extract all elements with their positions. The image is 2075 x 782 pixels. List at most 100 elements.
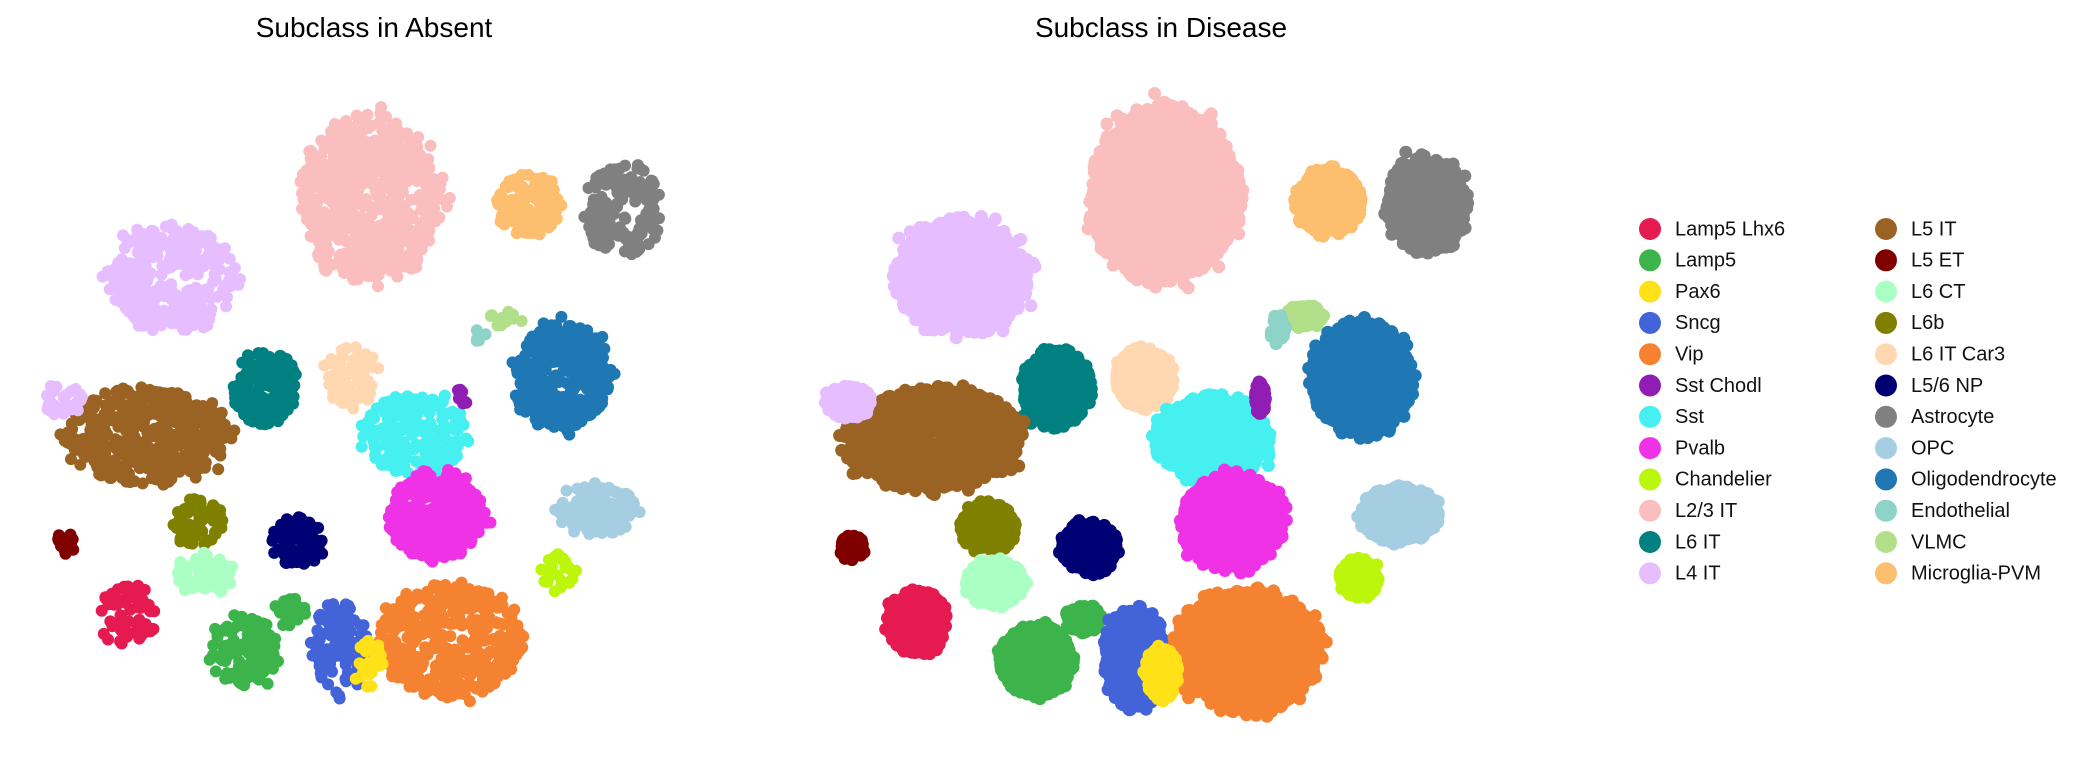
- point: [623, 490, 635, 502]
- scatter-panel-disease: [819, 87, 1474, 723]
- point: [334, 217, 346, 229]
- point: [417, 657, 429, 669]
- point: [368, 412, 380, 424]
- point: [253, 674, 265, 686]
- point: [349, 153, 361, 165]
- point: [220, 300, 232, 312]
- point: [388, 648, 400, 660]
- point: [350, 673, 362, 685]
- point: [383, 427, 395, 439]
- point: [234, 643, 246, 655]
- point: [428, 625, 440, 637]
- point: [86, 418, 98, 430]
- point: [120, 425, 132, 437]
- point: [268, 526, 280, 538]
- point: [282, 404, 294, 416]
- point: [605, 163, 617, 175]
- point: [210, 665, 222, 677]
- point: [212, 631, 224, 643]
- point: [589, 526, 601, 538]
- point: [423, 407, 435, 419]
- point: [354, 657, 366, 669]
- point: [456, 477, 468, 489]
- point: [620, 521, 632, 533]
- point: [574, 508, 586, 520]
- point: [545, 331, 557, 343]
- point: [316, 535, 328, 547]
- point: [116, 276, 128, 288]
- point: [196, 444, 208, 456]
- point: [499, 644, 511, 656]
- cluster-sst-chodl: [452, 384, 472, 410]
- point: [120, 261, 132, 273]
- point: [365, 680, 377, 692]
- point: [113, 294, 125, 306]
- point: [442, 408, 454, 420]
- point: [602, 500, 614, 512]
- point: [405, 598, 417, 610]
- point: [288, 549, 300, 561]
- point: [334, 251, 346, 263]
- point: [272, 415, 284, 427]
- point: [498, 219, 510, 231]
- point: [244, 360, 256, 372]
- point: [444, 630, 456, 642]
- point: [512, 367, 524, 379]
- point: [546, 175, 558, 187]
- point: [166, 317, 178, 329]
- point: [336, 608, 348, 620]
- point: [311, 625, 323, 637]
- point: [580, 493, 592, 505]
- point: [70, 399, 82, 411]
- point: [602, 206, 614, 218]
- point: [386, 524, 398, 536]
- point: [563, 348, 575, 360]
- point: [452, 384, 464, 396]
- scatter-panel-absent: [41, 101, 665, 707]
- point: [451, 583, 463, 595]
- point: [322, 678, 334, 690]
- point: [190, 289, 202, 301]
- point: [438, 586, 450, 598]
- point: [269, 633, 281, 645]
- point: [326, 600, 338, 612]
- point: [336, 127, 348, 139]
- point: [62, 430, 74, 442]
- point: [396, 393, 408, 405]
- point: [371, 430, 383, 442]
- point: [249, 618, 261, 630]
- point: [144, 450, 156, 462]
- point: [586, 513, 598, 525]
- point: [486, 309, 498, 321]
- point: [111, 412, 123, 424]
- point: [212, 463, 224, 475]
- point: [228, 609, 240, 621]
- point: [190, 411, 202, 423]
- point: [98, 414, 110, 426]
- point: [414, 189, 426, 201]
- point: [378, 399, 390, 411]
- cluster-pvalb: [383, 464, 497, 568]
- point: [406, 429, 418, 441]
- point: [42, 403, 54, 415]
- point: [581, 394, 593, 406]
- point: [471, 324, 483, 336]
- point: [405, 225, 417, 237]
- point: [373, 269, 385, 281]
- point: [336, 344, 348, 356]
- point: [568, 419, 580, 431]
- point: [635, 214, 647, 226]
- point: [514, 398, 526, 410]
- cluster-astrocyte: [578, 159, 665, 260]
- point: [557, 420, 569, 432]
- cluster-l2-3-it: [1082, 87, 1250, 294]
- cluster-l5-et: [52, 529, 79, 560]
- point: [484, 616, 496, 628]
- point: [496, 312, 508, 324]
- point: [367, 361, 379, 373]
- point: [473, 334, 485, 346]
- point: [462, 435, 474, 447]
- point: [123, 388, 135, 400]
- point: [414, 244, 426, 256]
- point: [268, 547, 280, 559]
